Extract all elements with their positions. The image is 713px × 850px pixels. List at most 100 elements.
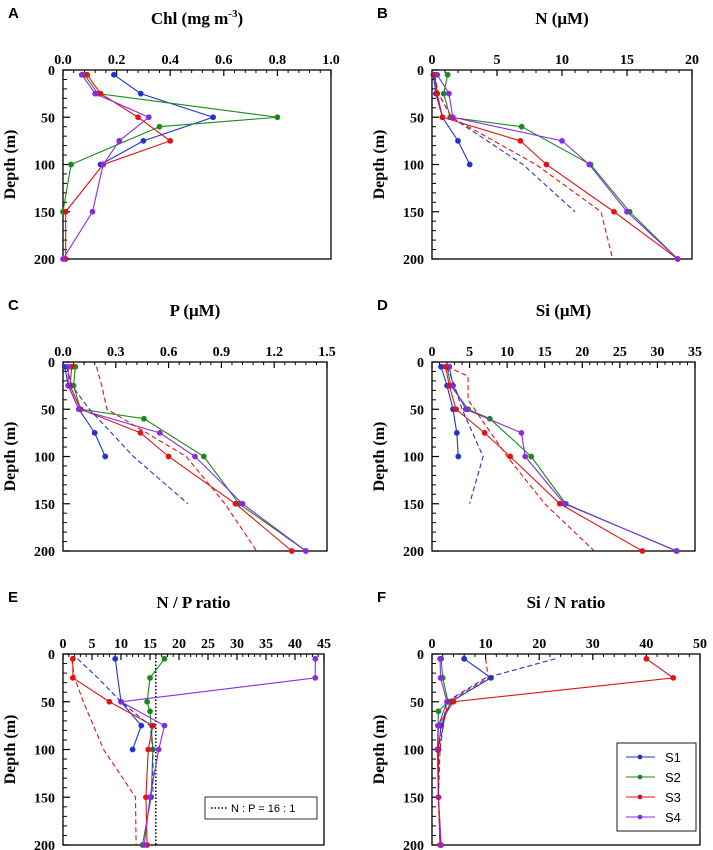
panel-title: Si (μM) [536, 301, 591, 320]
data-point [312, 674, 319, 681]
y-tick-label: 0 [417, 648, 424, 663]
y-tick-label: 100 [34, 744, 55, 759]
x-tick-label: 0.4 [161, 53, 179, 68]
data-point [138, 722, 145, 729]
data-point [288, 548, 295, 554]
data-point [639, 548, 646, 554]
x-tick-label: 20 [575, 345, 589, 360]
series-line [95, 366, 258, 552]
data-point [528, 453, 535, 460]
x-tick-label: 1.2 [265, 345, 283, 360]
data-point [643, 655, 650, 662]
x-tick-label: 0 [429, 53, 436, 68]
y-axis-label: Depth (m) [371, 422, 388, 492]
x-tick-label: 1.5 [318, 345, 336, 360]
y-tick-label: 0 [48, 648, 55, 663]
y-tick-label: 0 [417, 356, 424, 371]
panel-letter: B [377, 5, 388, 22]
series-line [73, 366, 307, 552]
data-point [78, 71, 85, 78]
x-tick-label: 0.0 [54, 345, 72, 360]
data-point [518, 429, 525, 436]
data-point [91, 429, 98, 436]
data-point [147, 794, 153, 801]
panel-E: E N / P ratio Depth (m) 0 5 10 15 20 25 30 35 40 45 0… [2, 589, 331, 850]
x-tick-label: 30 [650, 345, 664, 360]
series-line [71, 658, 137, 846]
series-S1-dashed [77, 658, 154, 798]
data-point [60, 256, 66, 262]
y-tick-label: 100 [34, 451, 55, 466]
x-tick-label: 0.9 [213, 345, 231, 360]
x-tick-label: 0 [60, 637, 67, 652]
legend-label: S3 [665, 790, 681, 805]
series-S4-solid [118, 655, 319, 848]
y-axis-label: Depth (m) [371, 715, 388, 785]
data-point [481, 429, 488, 436]
data-point [435, 722, 442, 729]
data-point [141, 842, 148, 848]
x-tick-label: 1.0 [322, 53, 340, 68]
data-point [92, 90, 99, 97]
data-point [147, 708, 153, 715]
data-point [100, 161, 107, 168]
y-tick-label: 150 [403, 498, 424, 513]
data-point [165, 453, 172, 460]
data-point [674, 256, 681, 262]
y-tick-label: 100 [34, 159, 55, 174]
x-tick-label: 10 [479, 637, 493, 652]
x-tick-label: 15 [143, 637, 157, 652]
series-line [437, 658, 556, 798]
x-tick-label: 40 [639, 637, 653, 652]
reference-legend-box [204, 796, 318, 820]
x-tick-label: 0.8 [269, 53, 287, 68]
series-S3-dashed [446, 366, 595, 552]
data-point [466, 161, 473, 168]
y-tick-label: 150 [34, 498, 55, 513]
panel-D: D Si (μM) Depth (m) 0 5 10 15 20 25 30 35 0 50 100 150… [371, 297, 702, 560]
x-tick-label: 10 [114, 637, 128, 652]
panel-title: N (μM) [535, 9, 589, 28]
series-S3-solid [431, 71, 681, 262]
y-axis-label: Depth (m) [2, 715, 19, 785]
reference-legend-label: N : P = 16 : 1 [231, 803, 295, 815]
data-point [522, 453, 529, 460]
y-tick-label: 50 [410, 111, 424, 126]
y-tick-label: 200 [403, 839, 424, 850]
legend-label: S1 [665, 750, 681, 765]
y-tick-label: 50 [41, 696, 55, 711]
x-tick-label: 0 [429, 637, 436, 652]
title-main: Chl (mg m [151, 9, 228, 28]
data-point [455, 453, 462, 460]
data-point [68, 161, 74, 168]
data-point [674, 548, 680, 554]
series-line [436, 74, 679, 260]
series-S3-dashed [437, 658, 489, 846]
data-point [111, 71, 117, 78]
series-S1-dashed [437, 658, 556, 798]
title-end: ) [237, 9, 243, 28]
series-S4-solid [65, 363, 309, 554]
data-point [210, 114, 216, 121]
series-S3-dashed [434, 74, 614, 260]
panel-F: F Si / N ratio Depth (m) 0 10 20 30 40 50 0 50 100 1… [371, 589, 707, 850]
y-tick-label: 200 [34, 545, 55, 560]
series-line [62, 74, 278, 212]
panel-letter: A [8, 5, 19, 22]
panel-letter: D [377, 297, 388, 314]
series-S1-dashed [432, 74, 576, 213]
x-tick-label: 5 [89, 637, 96, 652]
data-point [102, 453, 109, 460]
data-point [435, 708, 442, 715]
panel-C: C P (μM) Depth (m) 0.0 0.3 0.6 0.9 1.2 1.5 0 50 100… [2, 297, 336, 560]
panel-A: A Chl (mg m-3) Depth (m) 0.0 0.2 0.4 0.6 0.8 1.0… [2, 5, 340, 268]
data-point [455, 137, 461, 144]
y-axis-label: Depth (m) [2, 130, 19, 200]
series-S1-dashed [65, 366, 189, 505]
data-point [559, 137, 565, 144]
x-tick-label: 30 [230, 637, 244, 652]
series-S2-solid [444, 363, 680, 554]
data-point [69, 655, 76, 662]
data-point [62, 208, 69, 215]
y-tick-label: 50 [41, 111, 55, 126]
